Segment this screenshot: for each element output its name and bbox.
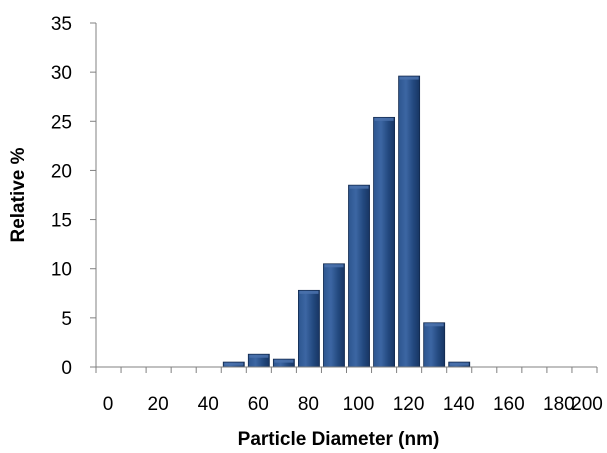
y-tick-label: 5 bbox=[61, 309, 72, 330]
bars bbox=[222, 75, 471, 368]
bar bbox=[222, 361, 245, 368]
bar-body bbox=[323, 263, 345, 368]
bar-bevel bbox=[424, 323, 444, 327]
bar bbox=[448, 361, 471, 368]
y-tick-label: 30 bbox=[51, 63, 72, 84]
bar bbox=[323, 263, 345, 368]
bar bbox=[272, 358, 295, 368]
bar-bevel bbox=[249, 354, 269, 358]
bar-bevel bbox=[224, 362, 244, 366]
bar-body bbox=[298, 289, 320, 368]
bar bbox=[247, 353, 270, 368]
bar-body bbox=[348, 184, 370, 368]
bar bbox=[298, 289, 320, 368]
x-tick-label: 80 bbox=[298, 394, 319, 415]
x-tick-label: 180 bbox=[543, 394, 575, 415]
bar-bevel bbox=[374, 117, 394, 121]
y-tick-label: 25 bbox=[51, 112, 72, 133]
bar-bevel bbox=[449, 362, 469, 366]
bar-bevel bbox=[349, 185, 369, 189]
x-axis-title: Particle Diameter (nm) bbox=[238, 429, 440, 450]
y-axis-title: Relative % bbox=[8, 147, 29, 242]
bar bbox=[423, 322, 446, 368]
bar-bevel bbox=[399, 76, 419, 80]
x-tick-label: 100 bbox=[343, 394, 375, 415]
y-tick-label: 35 bbox=[51, 14, 72, 35]
bar-body bbox=[398, 75, 421, 368]
y-tick-label: 0 bbox=[61, 358, 72, 379]
y-axis-ticks: 0 5 10 15 20 25 30 35 bbox=[51, 14, 96, 379]
bar-body bbox=[373, 116, 395, 368]
bar-body bbox=[423, 322, 446, 368]
bar-bevel bbox=[324, 264, 344, 268]
bar-bevel bbox=[274, 359, 294, 363]
x-tick-label: 60 bbox=[248, 394, 269, 415]
bar bbox=[373, 116, 395, 368]
x-tick-label: 20 bbox=[148, 394, 169, 415]
x-tick-label: 140 bbox=[443, 394, 475, 415]
x-tick-label: 40 bbox=[198, 394, 219, 415]
x-tick-label: 200 bbox=[571, 394, 603, 415]
x-tick-label: 120 bbox=[393, 394, 425, 415]
bar-bevel bbox=[299, 290, 319, 294]
y-tick-label: 10 bbox=[51, 260, 72, 281]
bar bbox=[348, 184, 370, 368]
x-tick-label: 0 bbox=[103, 394, 114, 415]
y-tick-label: 15 bbox=[51, 211, 72, 232]
y-tick-label: 20 bbox=[51, 161, 72, 182]
bar bbox=[398, 75, 421, 368]
x-tick-label: 160 bbox=[493, 394, 525, 415]
